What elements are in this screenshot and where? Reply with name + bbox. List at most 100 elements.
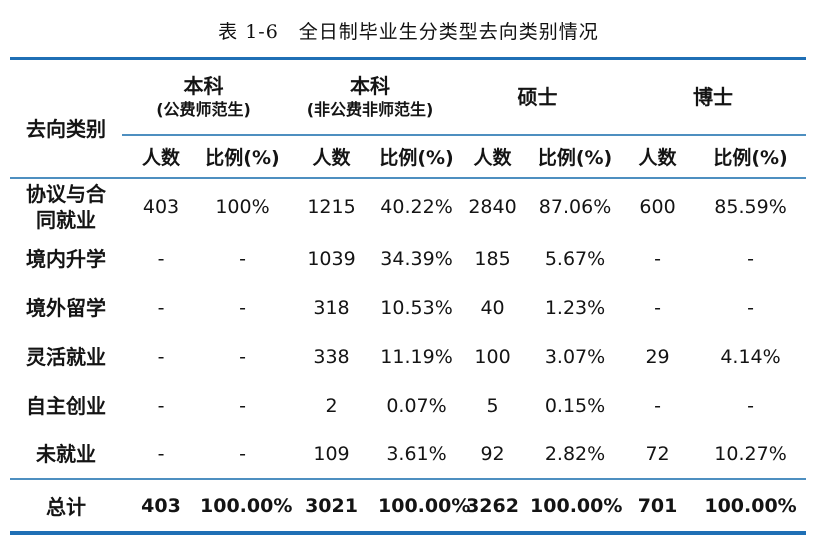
row-label-cell: 自主创业	[10, 381, 122, 430]
col-group-doctor: 博士	[620, 58, 807, 136]
table-row: 境内升学 - - 1039 34.39% 185 5.67% - -	[10, 234, 806, 283]
subheader-ratio-4: 比例(%)	[695, 135, 807, 179]
total-value-cell: 701	[620, 479, 696, 535]
subheader-count-2: 人数	[285, 135, 379, 179]
value-cell: 4.14%	[720, 345, 781, 368]
row-label-cell: 未就业	[10, 430, 122, 480]
subheader-count-3: 人数	[455, 135, 531, 179]
row-label: 境外留学	[26, 295, 106, 320]
value-cell: 87.06%	[538, 195, 612, 218]
value-cell: 109	[285, 430, 379, 480]
col-group-label: 本科	[350, 74, 391, 99]
value-cell: -	[239, 247, 246, 270]
row-label: 灵活就业	[26, 344, 106, 369]
value-cell: -	[239, 345, 246, 368]
total-value-cell: 403	[122, 479, 200, 535]
value-cell: -	[654, 394, 661, 417]
table-row: 未就业 - - 109 3.61% 92 2.82% 72 10.27%	[10, 430, 807, 480]
graduates-destination-table: 去向类别 本科 (公费师范生) 本科 (非公费非师范生) 硕士 博士	[10, 57, 807, 535]
row-label-cell: 协议与合同就业	[10, 178, 122, 234]
sub-header-row: 人数 比例(%) 人数 比例(%) 人数 比例(%) 人数 比例(%)	[10, 135, 807, 179]
page-title: 表 1-6 全日制毕业生分类型去向类别情况	[218, 21, 599, 43]
row-label: 自主创业	[26, 393, 106, 418]
col-group-label: 博士	[693, 84, 734, 109]
table-body: 协议与合同就业 403 100% 1215 40.22% 2840 87.06%…	[10, 178, 807, 480]
table-header: 去向类别 本科 (公费师范生) 本科 (非公费非师范生) 硕士 博士	[10, 58, 807, 179]
col-group-sublabel: (公费师范生)	[156, 100, 251, 120]
value-cell: -	[157, 394, 165, 417]
value-cell: 34.39%	[380, 247, 453, 270]
value-cell: 2	[325, 394, 338, 417]
value-cell: 2840	[468, 195, 517, 218]
total-value-cell: 100.00%	[378, 479, 470, 535]
value-cell: -	[747, 394, 754, 417]
total-value-cell: 3021	[285, 479, 379, 535]
value-cell: 338	[313, 345, 350, 368]
col-group-label: 硕士	[517, 84, 558, 109]
value-cell: -	[747, 247, 754, 270]
value-cell: 185	[474, 247, 511, 270]
table-row: 灵活就业 - - 338 11.19% 100 3.07% 29 4.14%	[10, 332, 806, 381]
total-value-cell: 100.00%	[695, 479, 807, 535]
value-cell: 11.19%	[380, 345, 453, 368]
value-cell: 3.07%	[544, 345, 606, 368]
value-cell: -	[239, 296, 246, 319]
subheader-count-1: 人数	[122, 135, 200, 179]
subheader-ratio-3: 比例(%)	[530, 135, 621, 179]
value-cell: -	[122, 430, 200, 480]
subheader-ratio-2: 比例(%)	[378, 135, 456, 179]
value-cell: 40.22%	[380, 195, 453, 218]
row-label: 未就业	[36, 442, 96, 466]
value-cell: 0.15%	[544, 394, 606, 417]
value-cell: 85.59%	[714, 195, 787, 218]
value-cell: 318	[313, 296, 350, 319]
total-row: 总计 403 100.00% 3021 100.00% 3262 100.00%…	[10, 479, 807, 535]
value-cell: 2.82%	[530, 430, 621, 480]
value-cell: -	[654, 296, 661, 319]
total-value-cell: 100.00%	[530, 479, 622, 535]
value-cell: 5.67%	[544, 247, 606, 270]
value-cell: 10.27%	[695, 430, 807, 480]
subheader-count-4: 人数	[620, 135, 696, 179]
total-value-cell: 100.00%	[200, 479, 292, 535]
value-cell: 0.07%	[386, 394, 447, 417]
col-group-benke-nonpublic: 本科 (非公费非师范生)	[285, 58, 456, 136]
table-footer: 总计 403 100.00% 3021 100.00% 3262 100.00%…	[10, 479, 807, 535]
row-label-cell: 灵活就业	[10, 332, 122, 381]
value-cell: 29	[645, 345, 670, 368]
col-group-sublabel: (非公费非师范生)	[306, 100, 434, 120]
value-cell: 1039	[307, 247, 356, 270]
row-label: 境内升学	[26, 246, 106, 271]
value-cell: -	[747, 296, 754, 319]
value-cell: 92	[455, 430, 531, 480]
value-cell: 1215	[307, 195, 356, 218]
row-label-cell: 境外留学	[10, 283, 122, 332]
value-cell: 100%	[215, 195, 270, 218]
row-label-cell: 境内升学	[10, 234, 122, 283]
row-header-cell: 去向类别	[10, 58, 122, 179]
total-label-cell: 总计	[10, 479, 122, 535]
value-cell: 100	[474, 345, 511, 368]
value-cell: 5	[486, 394, 499, 417]
table-row: 自主创业 - - 2 0.07% 5 0.15% - -	[10, 381, 806, 430]
subheader-ratio-1: 比例(%)	[200, 135, 286, 179]
total-value-cell: 3262	[455, 479, 531, 535]
value-cell: -	[157, 247, 165, 270]
col-group-benke-public: 本科 (公费师范生)	[122, 58, 286, 136]
value-cell: 10.53%	[380, 296, 453, 319]
row-label: 协议与合同就业	[26, 181, 106, 232]
value-cell: 3.61%	[378, 430, 456, 480]
table-row: 协议与合同就业 403 100% 1215 40.22% 2840 87.06%…	[10, 178, 806, 234]
table-row: 境外留学 - - 318 10.53% 40 1.23% - -	[10, 283, 806, 332]
value-cell: 1.23%	[544, 296, 606, 319]
value-cell: 403	[142, 195, 180, 218]
value-cell: -	[157, 345, 165, 368]
col-group-label: 本科	[183, 74, 224, 99]
group-header-row: 去向类别 本科 (公费师范生) 本科 (非公费非师范生) 硕士 博士	[10, 58, 807, 179]
value-cell: 72	[620, 430, 696, 480]
value-cell: -	[654, 247, 661, 270]
value-cell: -	[200, 430, 286, 480]
col-group-master: 硕士	[455, 58, 621, 136]
value-cell: 40	[480, 296, 505, 319]
